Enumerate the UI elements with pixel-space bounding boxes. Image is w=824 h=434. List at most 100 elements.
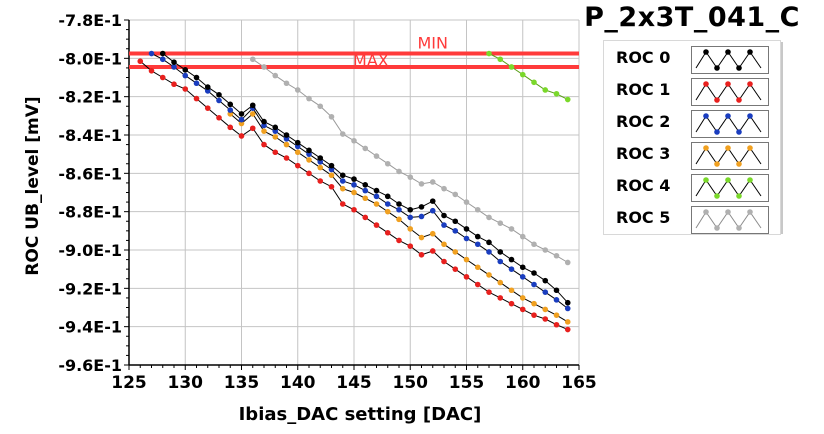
data-point	[396, 216, 402, 223]
data-point	[193, 95, 200, 102]
data-point	[463, 226, 470, 232]
data-point	[474, 233, 481, 240]
series-roc-1	[137, 58, 571, 333]
legend-entry-roc-4: ROC 4	[604, 171, 780, 203]
data-point	[542, 277, 549, 284]
legend-swatch-marker	[747, 145, 753, 151]
data-point	[328, 166, 335, 173]
data-point	[373, 193, 380, 200]
data-point	[216, 91, 222, 98]
data-point	[362, 145, 369, 152]
data-point	[362, 187, 369, 194]
x-tick-label: 150	[393, 373, 429, 393]
data-point	[373, 153, 380, 159]
data-point	[272, 149, 279, 156]
y-tick-label: -7.8E-1	[58, 11, 122, 30]
legend-swatch-graphic	[695, 177, 762, 199]
data-point	[148, 50, 155, 57]
series-roc-5	[249, 56, 571, 266]
y-tick-label: -9.4E-1	[58, 318, 122, 337]
data-point	[351, 182, 357, 188]
data-point	[227, 124, 234, 131]
data-point	[508, 266, 515, 272]
legend-swatch-marker	[747, 177, 753, 183]
series-roc-2	[148, 50, 571, 312]
data-point	[362, 195, 369, 202]
data-point	[283, 155, 290, 161]
data-point	[216, 97, 222, 104]
legend-swatch-graphic	[695, 81, 762, 103]
data-point	[294, 143, 301, 150]
reference-label-min: MIN	[418, 34, 449, 53]
data-point	[339, 201, 346, 207]
x-tick-label: 135	[224, 373, 260, 393]
y-tick-label: -8.2E-1	[58, 88, 122, 107]
data-point	[216, 114, 222, 121]
data-point	[553, 287, 560, 294]
data-point	[531, 300, 537, 307]
data-point	[407, 214, 414, 221]
data-point	[497, 279, 504, 286]
series-roc-3	[227, 111, 571, 325]
data-point	[339, 178, 346, 184]
data-point	[486, 249, 492, 255]
data-point	[384, 201, 391, 207]
legend: ROC 0 ROC 1 ROC 2 ROC 3 ROC 4 ROC 5	[603, 40, 781, 235]
data-point	[474, 264, 481, 271]
legend-swatch	[691, 46, 769, 74]
data-point	[474, 281, 481, 288]
data-point	[362, 214, 369, 221]
x-tick-label: 165	[561, 373, 597, 393]
data-point	[328, 183, 335, 190]
data-point	[418, 234, 425, 241]
data-point	[317, 103, 324, 110]
legend-entry-roc-2: ROC 2	[604, 107, 780, 139]
data-point	[396, 168, 402, 175]
legend-swatch	[691, 174, 769, 202]
data-point	[418, 181, 425, 187]
data-point	[351, 189, 357, 196]
data-point	[486, 50, 492, 57]
legend-swatch-marker	[714, 65, 720, 71]
data-point	[497, 56, 504, 63]
y-tick-label: -9.6E-1	[58, 356, 122, 375]
data-point	[564, 319, 571, 325]
data-point	[238, 133, 245, 139]
legend-swatch-graphic	[695, 113, 762, 135]
reference-lines: MIN MAX	[129, 34, 579, 70]
data-point	[283, 80, 290, 87]
data-point	[553, 252, 560, 259]
data-point	[407, 206, 414, 213]
data-point	[553, 321, 560, 328]
legend-swatch-marker	[703, 177, 709, 183]
data-point	[227, 111, 234, 117]
legend-swatch-marker	[725, 81, 731, 87]
legend-swatch-marker	[736, 161, 742, 167]
legend-entry-roc-0: ROC 0	[604, 43, 780, 75]
legend-swatch	[691, 78, 769, 106]
data-point	[339, 172, 346, 179]
data-point	[283, 141, 290, 148]
data-point	[294, 139, 301, 146]
data-point	[227, 101, 234, 108]
data-point	[429, 230, 436, 237]
legend-shadow	[779, 42, 783, 234]
data-point	[249, 102, 256, 109]
data-point	[463, 199, 470, 205]
data-point	[159, 50, 166, 57]
data-point	[441, 258, 447, 265]
data-point	[429, 198, 436, 204]
data-point	[553, 90, 560, 97]
data-point	[193, 74, 200, 81]
data-point	[193, 80, 200, 87]
data-point	[531, 241, 537, 248]
data-point	[204, 105, 211, 111]
y-tick-label: -8.0E-1	[58, 49, 122, 68]
x-tick-label: 145	[336, 373, 372, 393]
legend-swatch-marker	[714, 193, 720, 199]
data-point	[351, 206, 357, 213]
data-point	[519, 264, 526, 271]
data-point	[519, 233, 526, 240]
data-point	[486, 239, 492, 246]
legend-label: ROC 3	[616, 144, 671, 163]
